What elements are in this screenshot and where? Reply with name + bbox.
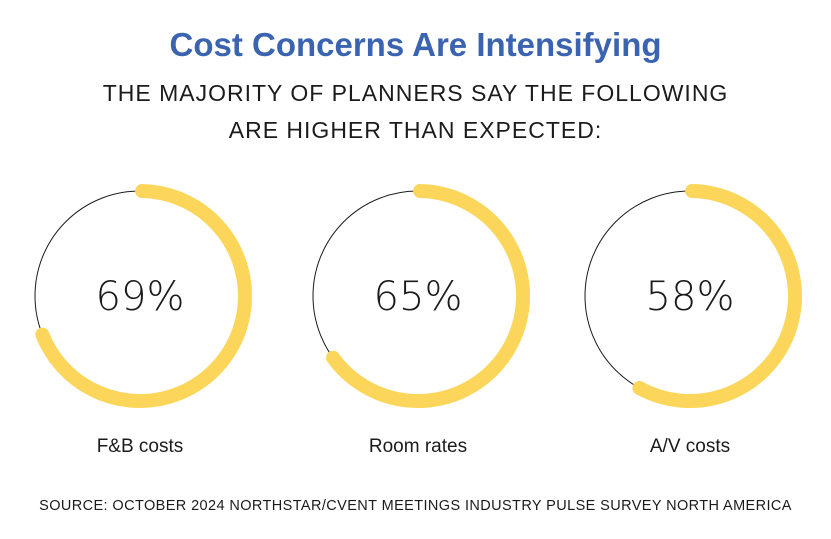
source-note: SOURCE: OCTOBER 2024 NORTHSTAR/CVENT MEE… — [39, 498, 792, 514]
subtitle-line-1: THE MAJORITY OF PLANNERS SAY THE FOLLOWI… — [102, 80, 729, 106]
subtitle-line-2: ARE HIGHER THAN EXPECTED: — [228, 117, 603, 143]
value-label-av-costs: 58% — [646, 274, 735, 320]
value-label-fb-costs: 69% — [96, 274, 185, 320]
ring-arc-fb-costs — [35, 184, 252, 408]
donut-charts: 69% 65% 58% — [34, 184, 802, 408]
label-room-rates: Room rates — [368, 436, 468, 457]
label-av-costs: A/V costs — [649, 436, 731, 457]
ring-arc-room-rates — [326, 184, 530, 408]
value-label-room-rates: 65% — [374, 274, 463, 320]
chart-title: Cost Concerns Are Intensifying — [169, 26, 662, 63]
ring-arc-av-costs — [632, 184, 802, 408]
label-fb-costs: F&B costs — [96, 436, 184, 457]
